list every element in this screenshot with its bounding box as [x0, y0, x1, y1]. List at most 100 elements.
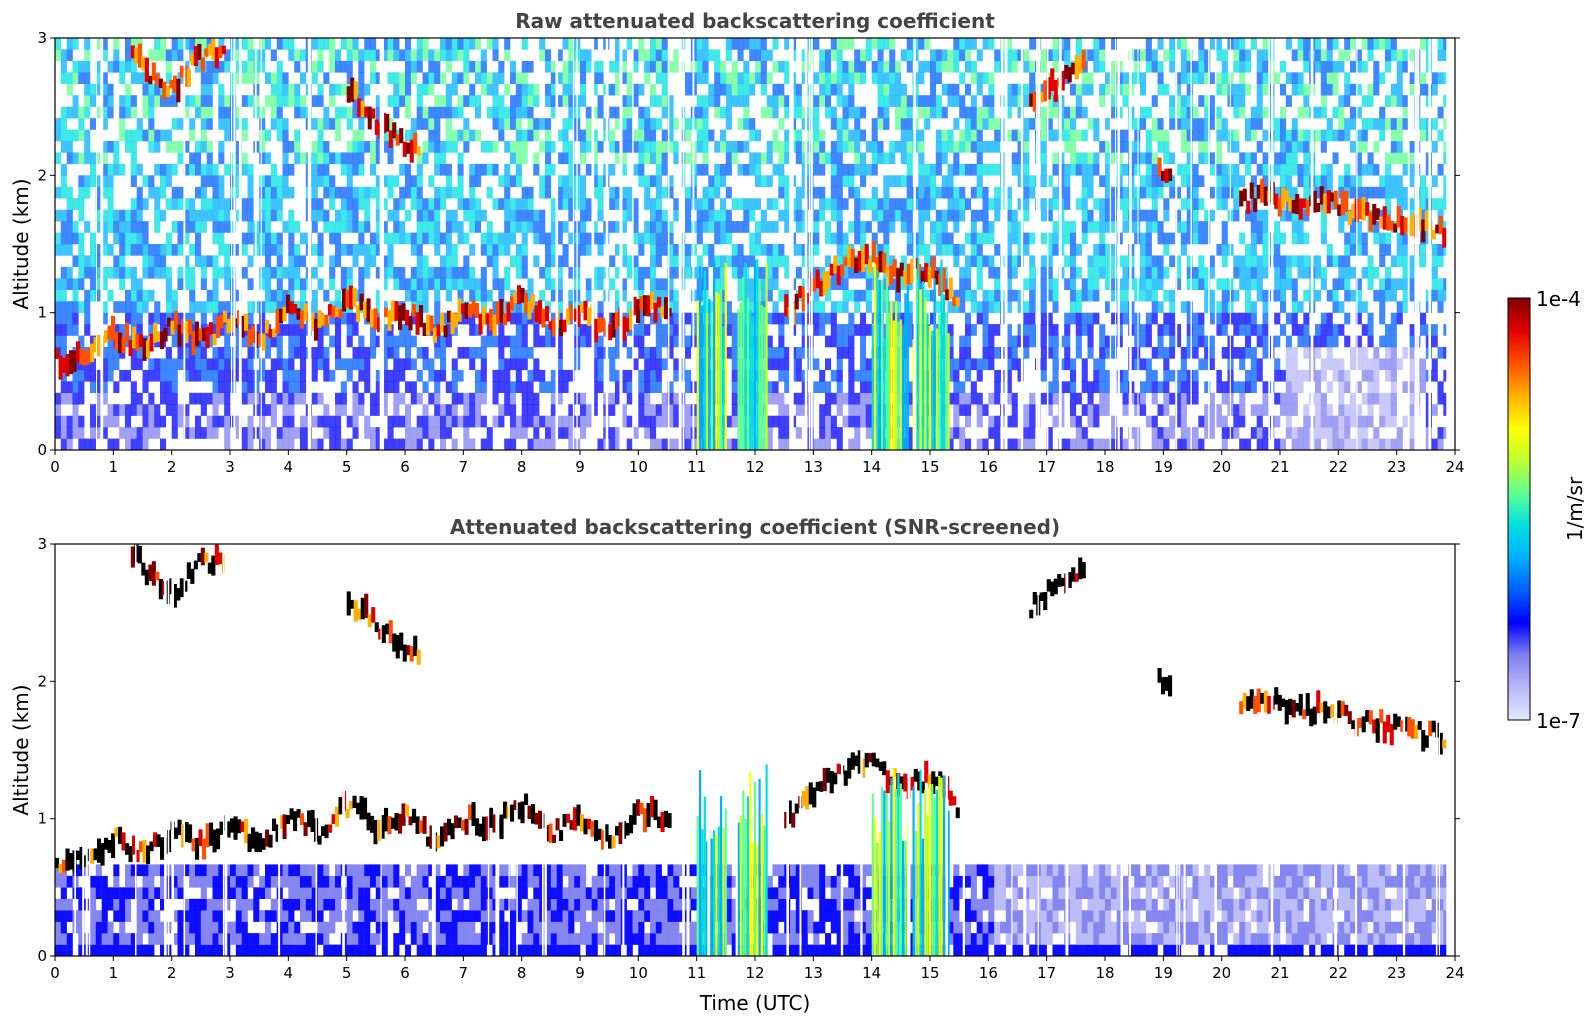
top-heatmap-cell: [836, 175, 843, 187]
top-heatmap-cell: [620, 209, 627, 222]
top-heatmap-cell: [1046, 244, 1053, 256]
top-heatmap-cell: [1040, 289, 1047, 302]
top-heatmap-cell: [206, 289, 213, 302]
top-heatmap-cell: [1093, 312, 1100, 325]
top-heatmap-cell: [813, 209, 820, 222]
top-heatmap-cell: [533, 427, 540, 439]
top-heatmap-cell: [60, 289, 67, 302]
top-heatmap-cell: [1175, 95, 1182, 107]
top-heatmap-cell: [895, 118, 902, 130]
top-heatmap-cell: [165, 163, 172, 176]
top-heatmap-cell: [276, 289, 283, 302]
top-heatmap-cell: [930, 289, 937, 302]
top-heatmap-cell: [994, 198, 1001, 210]
top-heatmap-cell: [195, 301, 202, 313]
top-heatmap-cell: [130, 266, 137, 279]
top-heatmap-cell: [1262, 404, 1269, 416]
top-heatmap-cell: [772, 106, 779, 119]
top-heatmap-cell: [644, 221, 651, 233]
top-heatmap-cell: [1198, 255, 1205, 268]
top-heatmap-cell: [702, 49, 709, 62]
top-heatmap-cell: [620, 335, 627, 348]
top-heatmap-cell: [580, 129, 587, 142]
top-heatmap-cell: [877, 72, 884, 84]
top-heatmap-cell: [113, 141, 120, 153]
top-heatmap-cell: [871, 129, 878, 142]
top-heatmap-cell: [335, 289, 342, 302]
top-heatmap-cell: [1040, 301, 1047, 313]
top-heatmap-cell: [55, 209, 62, 222]
top-heatmap-cell: [924, 198, 931, 210]
top-heatmap-cell: [335, 438, 342, 450]
top-heatmap-cell: [265, 186, 272, 199]
top-heatmap-cell: [865, 141, 872, 153]
top-heatmap-cell: [562, 415, 569, 428]
top-heatmap-cell: [889, 72, 896, 84]
top-heatmap-cell: [854, 415, 861, 428]
top-heatmap-cell: [335, 232, 342, 245]
top-heatmap-cell: [200, 427, 207, 439]
top-heatmap-cell: [1099, 369, 1106, 382]
top-heatmap-cell: [469, 198, 476, 210]
top-heatmap-cell: [1029, 438, 1036, 450]
top-heatmap-cell: [1180, 106, 1187, 119]
top-heatmap-cell: [1075, 49, 1082, 62]
top-heatmap-cell: [148, 312, 155, 325]
top-heatmap-cell: [982, 186, 989, 199]
top-heatmap-cell: [288, 404, 295, 416]
top-heatmap-cell: [854, 427, 861, 439]
top-heatmap-cell: [1262, 381, 1269, 393]
top-heatmap-cell: [609, 163, 616, 176]
top-heatmap-cell: [906, 106, 913, 119]
top-heatmap-cell: [650, 369, 657, 382]
top-heatmap-cell: [725, 232, 732, 245]
top-heatmap-cell: [650, 232, 657, 245]
top-heatmap-cell: [778, 95, 785, 107]
top-heatmap-cell: [766, 289, 773, 302]
top-heatmap-cell: [212, 163, 219, 176]
top-heatmap-cell: [130, 221, 137, 233]
top-heatmap-cell: [842, 118, 849, 130]
top-heatmap-cell: [941, 152, 948, 165]
top-heatmap-cell: [836, 198, 843, 210]
top-heatmap-cell: [580, 232, 587, 245]
top-heatmap-cell: [224, 198, 231, 210]
top-heatmap-cell: [650, 118, 657, 130]
top-heatmap-cell: [428, 118, 435, 130]
top-heatmap-cell: [393, 221, 400, 233]
top-heatmap-cell: [1122, 221, 1129, 233]
top-heatmap-cell: [638, 289, 645, 302]
top-heatmap-cell: [725, 255, 732, 268]
top-heatmap-cell: [825, 438, 832, 450]
top-heatmap-cell: [591, 221, 598, 233]
top-heatmap-cell: [871, 163, 878, 176]
top-heatmap-cell: [1221, 83, 1228, 96]
top-heatmap-cell: [667, 392, 674, 405]
top-heatmap-cell: [352, 392, 359, 405]
top-heatmap-cell: [1151, 209, 1158, 222]
top-heatmap-cell: [970, 60, 977, 73]
top-heatmap-cell: [440, 369, 447, 382]
top-heatmap-cell: [749, 244, 756, 256]
top-heatmap-cell: [976, 369, 983, 382]
top-heatmap-cell: [702, 209, 709, 222]
top-heatmap-cell: [60, 266, 67, 279]
top-heatmap-cell: [1105, 72, 1112, 84]
top-heatmap-cell: [445, 381, 452, 393]
top-heatmap-cell: [422, 358, 429, 371]
top-heatmap-cell: [778, 141, 785, 153]
top-heatmap-cell: [171, 221, 178, 233]
top-heatmap-cell: [358, 129, 365, 142]
top-heatmap-cell: [300, 255, 307, 268]
top-heatmap-cell: [819, 60, 826, 73]
top-heatmap-cell: [714, 255, 721, 268]
top-heatmap-cell: [667, 278, 674, 290]
top-heatmap-cell: [1291, 221, 1298, 233]
top-heatmap-cell: [620, 415, 627, 428]
top-heatmap-cell: [445, 255, 452, 268]
top-heatmap-cell: [399, 83, 406, 96]
top-heatmap-panel: Raw attenuated backscattering coefficien…: [9, 9, 1465, 476]
top-heatmap-cell: [1221, 221, 1228, 233]
top-heatmap-cell: [235, 324, 242, 336]
top-heatmap-cell: [1157, 427, 1164, 439]
